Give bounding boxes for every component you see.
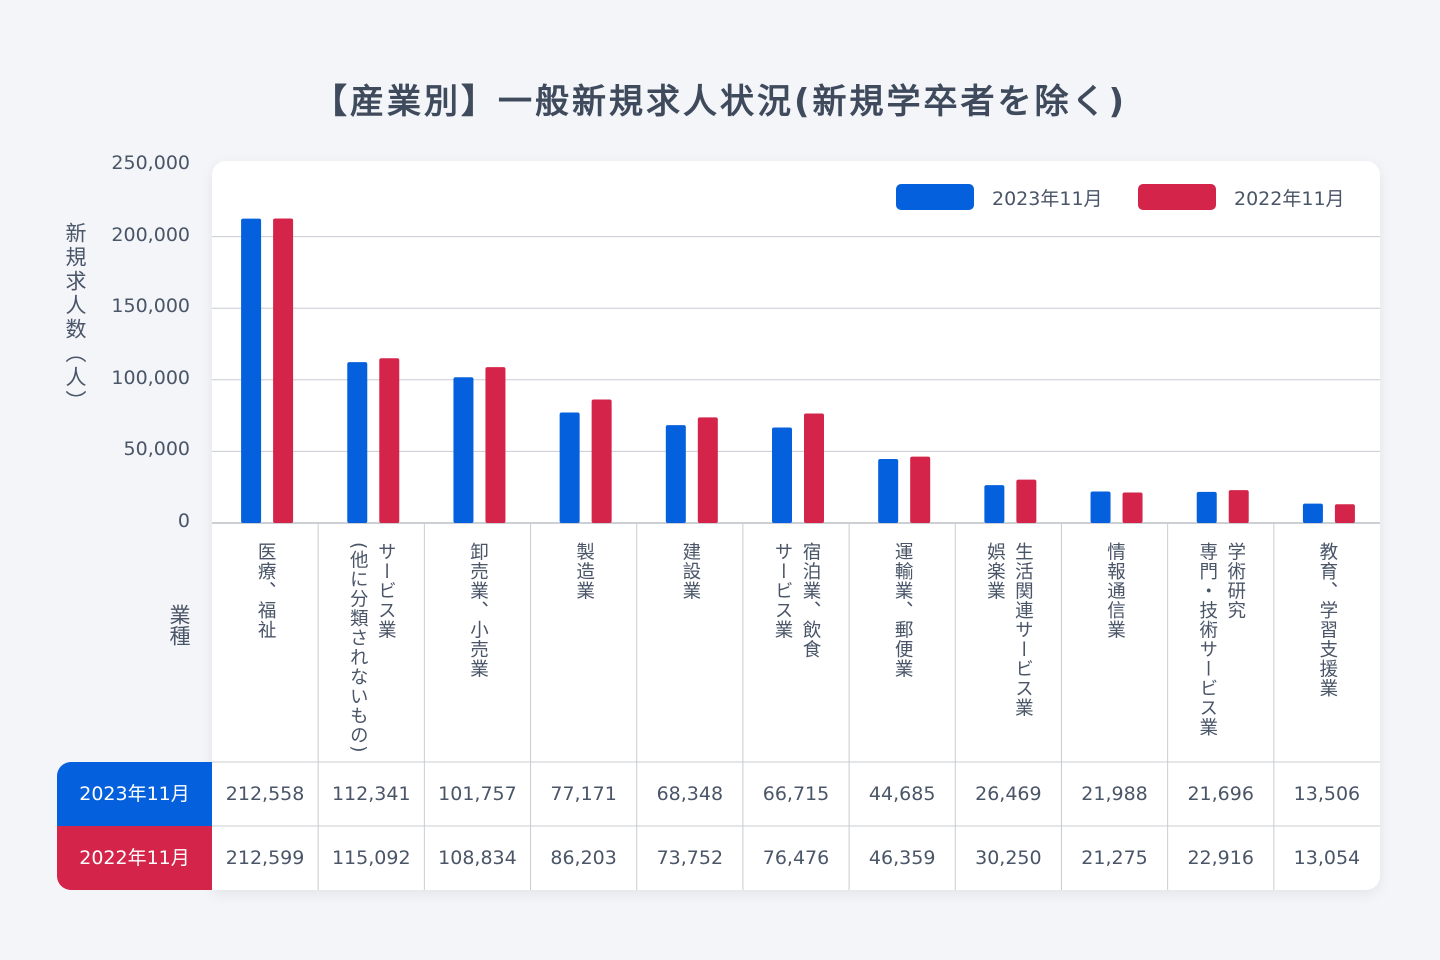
bar-2022 [910,456,931,523]
table-cell: 44,685 [868,783,936,805]
table-cell: 86,203 [550,847,617,869]
bar-2022 [591,399,612,523]
table-cell: 13,506 [1293,783,1361,805]
table-cell: 73,752 [656,847,724,869]
table-cell: 30,250 [975,847,1042,869]
row-label-2022: 2022年11月 [57,826,212,890]
category-label: 製造業 [573,542,595,601]
table-row-labels: 2023年11月 2022年11月 [57,762,212,890]
legend-item-2023: 2023年11月 [896,184,1103,210]
bar-2022 [804,413,824,523]
table-cell: 21,988 [1081,783,1148,805]
bar-2023 [984,485,1005,523]
table-cell: 68,348 [656,783,724,805]
table-cell: 101,757 [438,783,517,805]
table-cell: 77,171 [550,783,617,805]
category-label: 建設業 [679,542,701,601]
table-cell: 212,599 [225,847,305,869]
legend-item-2022: 2022年11月 [1138,184,1345,210]
y-tick-label: 0 [177,510,190,532]
bar-2023 [665,425,686,523]
y-tick-label: 200,000 [111,223,190,246]
table-cell: 108,834 [438,847,517,869]
category-label: 卸売業、小売業 [467,542,489,679]
x-axis-title: 業種 [167,604,191,646]
category-label: 医療、福祉 [255,542,277,640]
category-label: 運輸業、郵便業 [892,542,914,679]
category-label: 生活関連サービス業 娯楽業 [984,542,1034,718]
table-cell: 13,054 [1293,847,1361,869]
bar-2022 [1334,504,1355,523]
table-cell: 21,275 [1081,847,1148,869]
table-cell: 115,092 [331,847,411,869]
bar-2022 [485,367,506,523]
table-cell: 26,469 [975,783,1042,805]
y-tick-label: 150,000 [111,295,190,318]
table-cell: 112,341 [331,783,411,805]
bar-2023 [347,362,368,523]
bar-2022 [379,358,400,523]
chart-title: 【産業別】一般新規求人状況(新規学卒者を除く) [312,82,1128,122]
table-cell: 76,476 [762,847,830,869]
bar-2023 [241,218,262,523]
bar-2023 [1196,491,1217,523]
bar-2022 [697,417,718,523]
y-tick-label: 50,000 [123,438,190,461]
bar-2023 [453,377,474,523]
legend-label: 2022年11月 [1234,187,1345,210]
legend-swatch [896,184,974,210]
y-tick-label: 250,000 [111,152,190,174]
bar-2022 [273,218,294,523]
legend-label: 2023年11月 [992,187,1103,210]
legend-swatch [1138,184,1216,210]
y-tick-label: 100,000 [111,366,190,389]
chart-card [212,161,1380,890]
category-label: 宿泊業、飲食 サービス業 [772,542,821,659]
bar-2023 [772,427,792,523]
row-label-2023: 2023年11月 [57,762,212,826]
bar-2022 [1016,479,1037,523]
category-label: 教育、学習支援業 [1316,542,1338,698]
category-label: サービス業 (他に分類されないもの) [347,542,397,754]
category-label: 学術研究 専門・技術サービス業 [1196,542,1246,737]
table-cell: 66,715 [762,783,830,805]
bar-2022 [1122,492,1143,523]
table-cell: 46,359 [868,847,936,869]
table-cell: 21,696 [1187,783,1254,805]
bar-2023 [1090,491,1111,523]
table-cell: 22,916 [1187,847,1254,869]
bar-2023 [878,459,899,523]
bar-2023 [1302,503,1323,523]
y-axis-title: 新規求人数（人） [63,222,87,414]
table-cell: 212,558 [225,783,305,805]
category-label: 情報通信業 [1104,542,1126,640]
bar-2022 [1228,490,1249,523]
bar-2023 [559,412,580,523]
